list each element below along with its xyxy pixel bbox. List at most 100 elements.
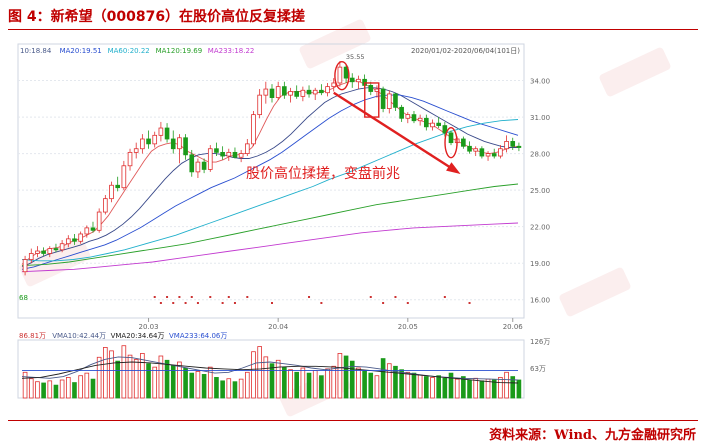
volume-bar: [53, 384, 59, 399]
x-tick-label: 20.04: [268, 323, 289, 331]
volume-bar: [103, 347, 108, 399]
volume-bar: [41, 382, 46, 399]
legend-entry: 10:18.84: [20, 47, 52, 55]
candle-body: [269, 88, 275, 98]
candle-body: [294, 91, 300, 97]
candle-body: [356, 78, 361, 83]
legend-entry: MA120:19.69: [156, 47, 203, 55]
volume-bar: [306, 372, 312, 399]
source-note: 资料来源：Wind、九方金融研究所: [489, 428, 696, 443]
y-tick-label: 22.00: [530, 224, 550, 232]
volume-bar: [386, 363, 392, 399]
volume-bar: [189, 372, 195, 399]
signal-marker: [153, 296, 156, 298]
candle-body: [479, 148, 485, 157]
volume-bar: [454, 378, 460, 399]
volume-bar: [479, 380, 485, 399]
candle-body: [436, 122, 441, 126]
source-rule: [8, 420, 698, 421]
y-tick-label: 16.00: [530, 297, 550, 305]
candle-body: [121, 165, 127, 189]
candle-body: [226, 151, 232, 157]
volume-bar: [275, 359, 281, 399]
candle-body: [232, 151, 238, 158]
y-tick-label: 19.00: [530, 260, 550, 268]
candle-body: [263, 88, 269, 96]
candle-body: [380, 88, 386, 109]
signal-marker: [382, 302, 385, 304]
candle-body: [399, 106, 404, 119]
candle-body: [424, 117, 429, 128]
volume-bar: [393, 365, 398, 399]
candle-body: [331, 82, 337, 88]
volume-legend-entry: VMA233:64.06万: [169, 332, 227, 340]
volume-bar: [356, 367, 361, 399]
y-tick-label: 28.00: [530, 151, 550, 159]
volume-bar: [251, 351, 256, 399]
volume-bar: [424, 376, 429, 399]
volume-bar: [288, 369, 293, 399]
volume-bar: [417, 374, 423, 399]
signal-marker: [172, 302, 175, 304]
volume-bar: [257, 346, 262, 399]
candle-body: [430, 122, 435, 128]
candle-body: [214, 148, 219, 153]
legend-entry: MA60:20.22: [108, 47, 150, 55]
date-range-label: 2020/01/02-2020/06/04(101日): [411, 47, 520, 55]
volume-bar: [362, 370, 367, 399]
volume-bar: [22, 371, 28, 399]
volume-bar: [516, 379, 522, 399]
volume-bar: [140, 353, 145, 399]
trend-arrow-line: [333, 91, 458, 173]
price-grid: [17, 43, 525, 399]
ma-line-ma10: [21, 87, 518, 268]
volume-bar: [436, 375, 441, 399]
ma-line-ma5: [21, 80, 519, 265]
volume-bar: [380, 358, 386, 399]
volume-bar: [368, 372, 374, 399]
volume-bar: [226, 378, 232, 399]
date-axis: 20.03 20.04 20.05 20.06: [139, 318, 523, 331]
candle-body: [312, 89, 318, 95]
candlestick-series: [22, 61, 522, 276]
candle-body: [485, 153, 491, 157]
volume-bar: [65, 377, 71, 399]
candle-body: [516, 145, 522, 148]
volume-bar: [319, 375, 324, 399]
volume-bar: [183, 367, 188, 399]
candle-body: [467, 145, 472, 152]
candle-body: [275, 86, 281, 98]
candle-body: [47, 248, 53, 254]
candle-body: [319, 89, 324, 94]
candle-body: [251, 114, 256, 145]
volume-legend-entry: VMA10:42.44万: [52, 332, 106, 340]
signal-marker: [246, 296, 249, 298]
candle-body: [53, 248, 59, 251]
candle-body: [257, 94, 262, 116]
candle-body: [65, 238, 71, 245]
volume-bar: [349, 360, 355, 399]
candle-body: [461, 138, 466, 147]
volume-bar: [343, 355, 349, 399]
volume-bar: [158, 355, 164, 399]
candle-body: [306, 89, 312, 95]
candle-body: [195, 161, 201, 173]
volume-bar: [96, 356, 102, 399]
volume-bar: [331, 365, 337, 399]
volume-bar: [152, 366, 158, 399]
volume-bar: [127, 354, 133, 399]
ma-line-ma20: [21, 94, 519, 270]
volume-bar: [300, 367, 306, 399]
x-tick-label: 20.05: [398, 323, 418, 331]
candle-body: [183, 137, 188, 156]
candle-body: [164, 127, 170, 140]
volume-bar: [59, 379, 65, 399]
legend-entry: MA20:19.51: [60, 47, 102, 55]
signal-marker: [406, 302, 409, 304]
volume-bar: [411, 372, 417, 399]
candle-body: [59, 243, 65, 251]
volume-bar: [90, 378, 96, 399]
volume-bar: [177, 361, 182, 399]
signal-marker: [227, 296, 230, 298]
volume-bar: [269, 363, 275, 399]
